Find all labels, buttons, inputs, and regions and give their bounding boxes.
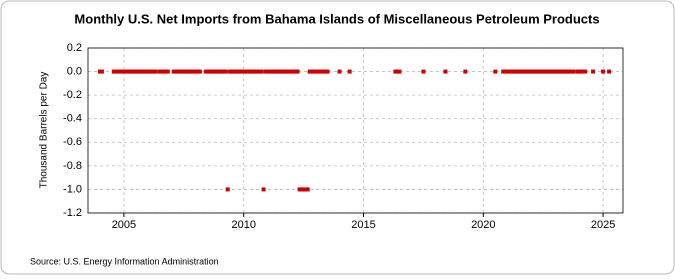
point	[549, 69, 554, 74]
point	[255, 69, 260, 74]
point	[321, 69, 326, 74]
point	[303, 187, 308, 192]
y-tick-label: -0.6	[63, 136, 82, 148]
point	[259, 69, 264, 74]
point	[285, 69, 290, 74]
point	[543, 69, 548, 74]
point	[421, 69, 426, 74]
point	[513, 69, 518, 74]
point	[295, 69, 300, 74]
point	[591, 69, 596, 74]
point	[183, 69, 188, 74]
point	[291, 69, 296, 74]
point	[507, 69, 512, 74]
point	[309, 69, 314, 74]
point	[325, 69, 330, 74]
y-tick-label: 0.0	[67, 65, 82, 77]
point	[443, 69, 448, 74]
point	[197, 69, 202, 74]
y-axis-label: Thousand Barrels per Day	[39, 72, 50, 189]
point	[147, 69, 152, 74]
point	[165, 69, 170, 74]
point	[463, 69, 468, 74]
point	[493, 69, 498, 74]
point	[315, 69, 320, 74]
point	[117, 69, 122, 74]
point	[159, 69, 164, 74]
y-tick-label: -1.0	[63, 183, 82, 195]
point	[135, 69, 140, 74]
point	[583, 69, 588, 74]
point	[607, 69, 612, 74]
point	[129, 69, 134, 74]
point	[519, 69, 524, 74]
point	[249, 69, 254, 74]
x-tick-label: 2025	[591, 219, 615, 231]
point	[223, 69, 228, 74]
point	[207, 69, 212, 74]
point	[279, 69, 284, 74]
point	[111, 69, 116, 74]
y-tick-label: 0.2	[67, 42, 82, 54]
x-tick-label: 2005	[112, 219, 136, 231]
point	[213, 69, 218, 74]
point	[123, 69, 128, 74]
point	[195, 69, 200, 74]
point	[171, 69, 176, 74]
point	[567, 69, 572, 74]
y-tick-label: -0.4	[63, 113, 82, 125]
point	[153, 69, 158, 74]
point	[531, 69, 536, 74]
point	[267, 69, 272, 74]
point	[397, 69, 402, 74]
chart-title: Monthly U.S. Net Imports from Bahama Isl…	[74, 11, 599, 26]
x-tick-label: 2020	[471, 219, 495, 231]
point	[189, 69, 194, 74]
point	[601, 69, 606, 74]
point	[297, 187, 302, 192]
point	[337, 69, 342, 74]
point	[525, 69, 530, 74]
point	[393, 69, 398, 74]
point	[243, 69, 248, 74]
point	[537, 69, 542, 74]
point	[273, 69, 278, 74]
point	[99, 69, 104, 74]
x-tick-label: 2015	[351, 219, 375, 231]
point	[305, 187, 310, 192]
point	[571, 69, 576, 74]
point	[231, 69, 236, 74]
x-tick-label: 2010	[231, 219, 255, 231]
point	[141, 69, 146, 74]
source: Source: U.S. Energy Information Administ…	[30, 256, 219, 266]
point	[501, 69, 506, 74]
point	[177, 69, 182, 74]
point	[261, 187, 266, 192]
point	[561, 69, 566, 74]
point	[225, 187, 230, 192]
y-tick-label: -0.8	[63, 160, 82, 172]
point	[555, 69, 560, 74]
y-tick-label: -0.2	[63, 89, 82, 101]
point	[219, 69, 224, 74]
point	[237, 69, 242, 74]
plot-area	[87, 47, 624, 214]
point	[579, 69, 584, 74]
y-tick-label: -1.2	[63, 207, 82, 219]
point	[347, 69, 352, 74]
